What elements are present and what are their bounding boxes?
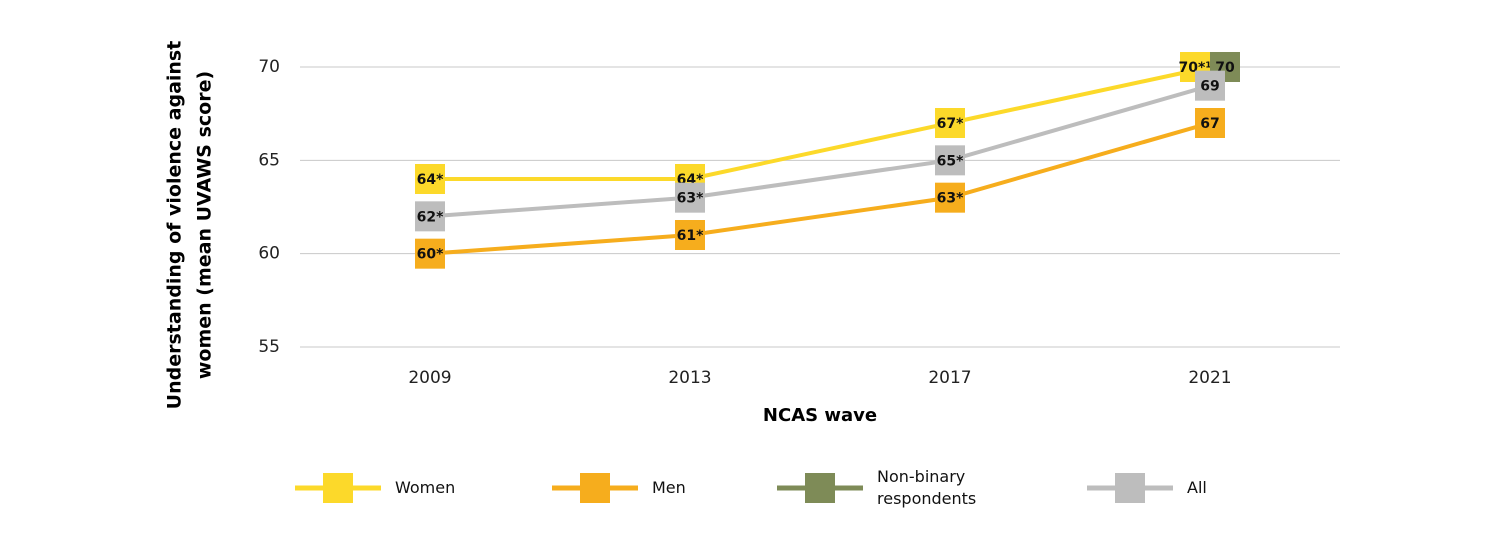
y-axis-title: Understanding of violence against <box>164 41 186 410</box>
value-label: 60* <box>417 247 444 263</box>
legend-square <box>805 473 835 503</box>
legend-square <box>1115 473 1145 503</box>
series-line <box>430 65 1211 181</box>
point-marker <box>675 220 705 250</box>
point-marker <box>935 145 965 176</box>
y-tick-label: 60 <box>258 244 280 264</box>
legend-swatch <box>295 473 381 503</box>
legend-swatch <box>777 473 863 503</box>
series-line <box>429 121 1211 256</box>
legend-item: Non-binary respondents <box>777 460 1017 516</box>
value-label: 63* <box>677 191 704 207</box>
x-axis-title: NCAS wave <box>763 405 877 426</box>
point-marker <box>1195 108 1225 138</box>
point-marker <box>935 182 965 213</box>
y-tick-label: 55 <box>258 337 280 357</box>
point-marker <box>415 201 445 232</box>
legend-square <box>323 473 353 503</box>
value-label: 65* <box>937 153 964 169</box>
value-label: 62* <box>417 209 444 225</box>
y-tick-label: 70 <box>258 57 280 77</box>
point-marker <box>415 164 445 194</box>
legend-square <box>580 473 610 503</box>
legend-swatch <box>552 473 638 503</box>
y-axis-title: women (mean UVAWS score) <box>194 71 216 379</box>
series-line <box>429 83 1211 219</box>
legend-swatch <box>1087 473 1173 503</box>
legend-label: Men <box>652 478 686 497</box>
y-tick-label: 65 <box>258 150 280 170</box>
value-label: 64* <box>417 172 444 188</box>
value-label: 63* <box>937 191 964 207</box>
legend-item: All <box>1087 460 1207 516</box>
x-tick-label: 2021 <box>1188 368 1231 388</box>
value-label: 69 <box>1200 79 1219 95</box>
point-marker <box>675 182 705 213</box>
legend-label: Women <box>395 478 456 497</box>
value-label: 67 <box>1200 116 1219 132</box>
x-tick-label: 2009 <box>408 368 451 388</box>
x-tick-label: 2013 <box>668 368 711 388</box>
value-label: 61* <box>677 228 704 244</box>
x-tick-label: 2017 <box>928 368 971 388</box>
legend-item: Women <box>295 460 455 516</box>
legend-label: Non-binary respondents <box>877 467 977 508</box>
legend-item: Men <box>552 460 686 516</box>
point-marker <box>415 238 445 269</box>
point-marker <box>935 108 965 138</box>
value-label: 67* <box>937 116 964 132</box>
point-marker <box>1195 70 1225 101</box>
legend-label: All <box>1187 478 1207 497</box>
